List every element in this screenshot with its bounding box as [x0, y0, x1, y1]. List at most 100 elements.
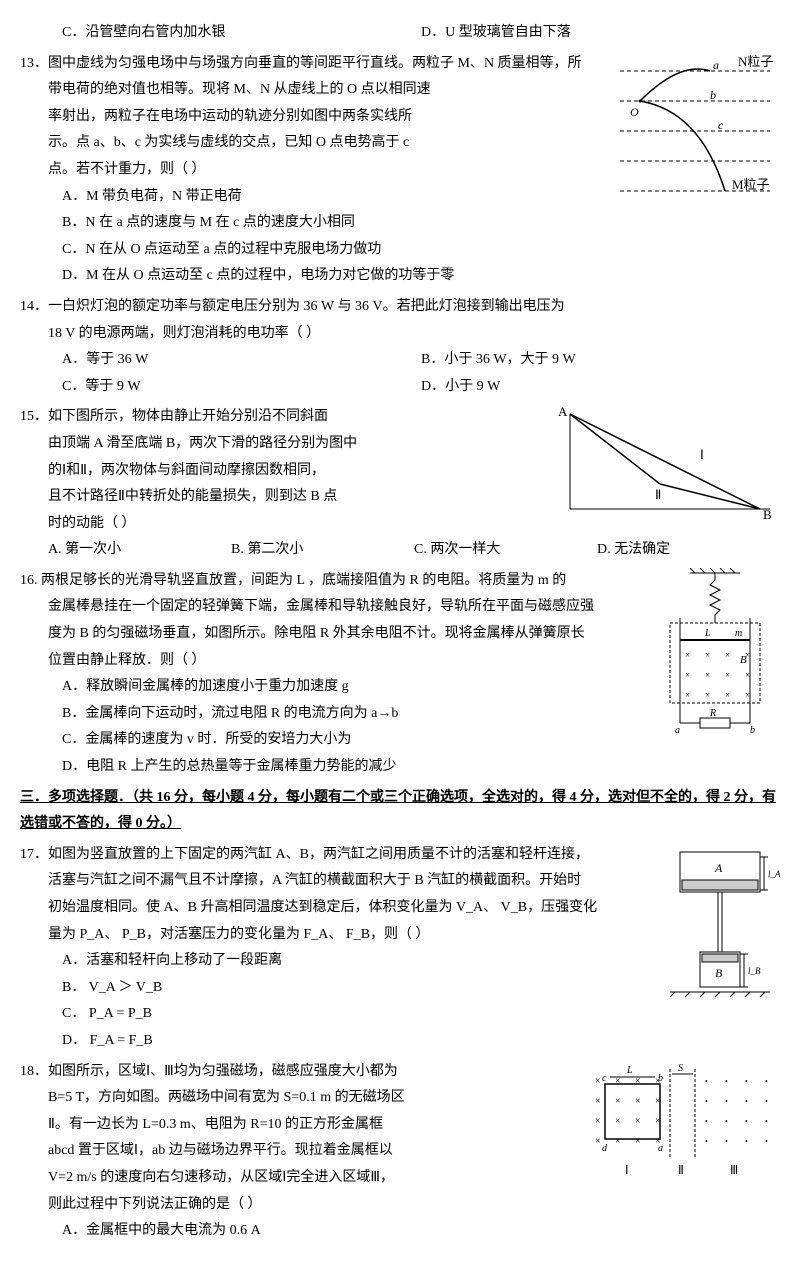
q16-figure: L m B ×××× ×××× ×××× a b R [650, 568, 780, 738]
svg-text:•: • [705, 1117, 708, 1126]
q18-figure: ×××× ×××× ×××× ×××× •••• •••• •••• •••• … [580, 1059, 780, 1189]
svg-text:Ⅱ: Ⅱ [678, 1163, 684, 1177]
svg-text:×: × [635, 1076, 641, 1087]
svg-text:m: m [735, 628, 742, 639]
q13: a N粒子 b O c M粒子 13．图中虚线为匀强电场中与场强方向垂直的等间距… [20, 51, 780, 290]
q13-B: B．N 在 a 点的速度与 M 在 c 点的速度大小相同 [20, 210, 780, 237]
svg-text:•: • [745, 1137, 748, 1146]
svg-text:×: × [725, 650, 730, 660]
q18-A: A．金属框中的最大电流为 0.6 A [20, 1218, 780, 1245]
svg-text:Ⅰ: Ⅰ [625, 1163, 629, 1177]
svg-text:a: a [713, 58, 719, 72]
svg-text:×: × [745, 650, 750, 660]
q14-C: C．等于 9 W [62, 374, 421, 401]
svg-text:•: • [705, 1097, 708, 1106]
svg-text:l_B: l_B [748, 966, 761, 976]
svg-text:•: • [725, 1117, 728, 1126]
q18-stem6: 则此过程中下列说法正确的是（ ） [20, 1192, 780, 1219]
svg-text:×: × [615, 1096, 621, 1107]
q14-stem1: 14．一白炽灯泡的额定功率与额定电压分别为 36 W 与 36 V。若把此灯泡接… [20, 294, 780, 321]
svg-text:a: a [675, 725, 680, 736]
svg-text:×: × [685, 690, 690, 700]
svg-text:O: O [630, 105, 639, 119]
q14: 14．一白炽灯泡的额定功率与额定电压分别为 36 W 与 36 V。若把此灯泡接… [20, 294, 780, 400]
svg-text:•: • [765, 1137, 768, 1146]
svg-text:L: L [704, 628, 711, 639]
section3-title: 三．多项选择题．（共 16 分，每小题 4 分，每小题有二个或三个正确选项，全选… [20, 785, 780, 838]
q17-C: C． P_A = P_B [20, 1001, 780, 1028]
q15-figure: A B Ⅰ Ⅱ [550, 404, 780, 524]
svg-text:×: × [595, 1136, 601, 1147]
svg-text:a: a [658, 1143, 663, 1154]
svg-text:×: × [595, 1076, 601, 1087]
svg-text:S: S [678, 1063, 683, 1074]
svg-text:×: × [685, 670, 690, 680]
svg-text:×: × [705, 670, 710, 680]
svg-text:l_A: l_A [768, 869, 780, 879]
svg-text:•: • [745, 1077, 748, 1086]
q12-optD: D．U 型玻璃管自由下落 [421, 20, 780, 47]
svg-text:•: • [725, 1137, 728, 1146]
svg-text:b: b [658, 1073, 663, 1084]
svg-text:L: L [626, 1065, 633, 1076]
svg-text:×: × [635, 1096, 641, 1107]
svg-text:×: × [725, 670, 730, 680]
svg-text:•: • [765, 1117, 768, 1126]
svg-text:×: × [705, 650, 710, 660]
q14-D: D．小于 9 W [421, 374, 780, 401]
svg-text:A: A [714, 861, 723, 875]
svg-text:b: b [710, 88, 716, 102]
q16: L m B ×××× ×××× ×××× a b R 16. 两根足够长的光滑导… [20, 568, 780, 781]
svg-text:×: × [615, 1136, 621, 1147]
q17-figure: A l_A B l_B [660, 842, 780, 1002]
q13-C: C．N 在从 O 点运动至 a 点的过程中克服电场力做功 [20, 237, 780, 264]
q15-D: D. 无法确定 [597, 537, 780, 564]
svg-text:×: × [725, 690, 730, 700]
svg-text:×: × [615, 1076, 621, 1087]
q14-B: B．小于 36 W，大于 9 W [421, 347, 780, 374]
svg-text:•: • [725, 1077, 728, 1086]
q15-C: C. 两次一样大 [414, 537, 597, 564]
svg-text:•: • [765, 1097, 768, 1106]
svg-text:R: R [709, 708, 716, 719]
svg-text:•: • [705, 1137, 708, 1146]
svg-text:N粒子: N粒子 [738, 54, 773, 69]
svg-text:•: • [705, 1077, 708, 1086]
svg-text:Ⅰ: Ⅰ [700, 447, 704, 462]
q17: A l_A B l_B 17．如图为竖直放置的上下固定的两汽缸 A、B，两汽缸之… [20, 842, 780, 1055]
svg-text:×: × [595, 1096, 601, 1107]
svg-text:×: × [595, 1116, 601, 1127]
svg-text:•: • [745, 1117, 748, 1126]
svg-text:c: c [602, 1073, 607, 1084]
q12-optC: C．沿管壁向右管内加水银 [62, 20, 421, 47]
q16-D: D．电阻 R 上产生的总热量等于金属棒重力势能的减少 [20, 754, 780, 781]
svg-text:•: • [765, 1077, 768, 1086]
svg-text:×: × [745, 690, 750, 700]
svg-text:b: b [750, 725, 755, 736]
svg-text:Ⅱ: Ⅱ [655, 487, 661, 502]
svg-text:c: c [718, 118, 724, 132]
q15-A: A. 第一次小 [48, 537, 231, 564]
q14-stem2: 18 V 的电源两端，则灯泡消耗的电功率（ ） [20, 321, 780, 348]
q14-A: A．等于 36 W [62, 347, 421, 374]
q18: ×××× ×××× ×××× ×××× •••• •••• •••• •••• … [20, 1059, 780, 1245]
q17-D: D． F_A = F_B [20, 1028, 780, 1055]
svg-text:×: × [615, 1116, 621, 1127]
svg-text:M粒子: M粒子 [732, 177, 770, 192]
svg-text:×: × [635, 1136, 641, 1147]
q12-options: C．沿管壁向右管内加水银 D．U 型玻璃管自由下落 [20, 20, 780, 47]
svg-text:•: • [725, 1097, 728, 1106]
svg-text:×: × [705, 690, 710, 700]
svg-text:×: × [745, 670, 750, 680]
svg-text:Ⅲ: Ⅲ [730, 1163, 738, 1177]
q15: A B Ⅰ Ⅱ 15．如下图所示，物体由静止开始分别沿不同斜面 由顶端 A 滑至… [20, 404, 780, 564]
svg-text:×: × [635, 1116, 641, 1127]
svg-text:B: B [715, 966, 723, 980]
svg-text:×: × [685, 650, 690, 660]
q13-D: D．M 在从 O 点运动至 c 点的过程中，电场力对它做的功等于零 [20, 263, 780, 290]
svg-text:A: A [558, 404, 568, 419]
q15-B: B. 第二次小 [231, 537, 414, 564]
svg-text:B: B [763, 507, 772, 522]
svg-text:d: d [602, 1143, 608, 1154]
svg-text:•: • [745, 1097, 748, 1106]
